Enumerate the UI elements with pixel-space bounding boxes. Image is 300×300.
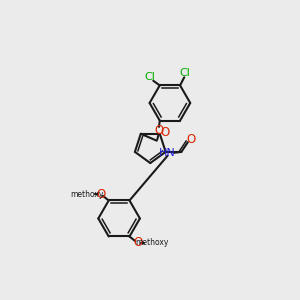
Text: O: O bbox=[154, 124, 163, 137]
Text: methoxy: methoxy bbox=[70, 190, 104, 199]
Text: Cl: Cl bbox=[144, 72, 155, 82]
Text: Cl: Cl bbox=[180, 68, 190, 78]
Text: O: O bbox=[133, 236, 142, 250]
Text: methoxy: methoxy bbox=[135, 238, 168, 247]
Text: O: O bbox=[186, 133, 195, 146]
Text: O: O bbox=[96, 188, 105, 200]
Text: O: O bbox=[160, 126, 170, 139]
Text: HN: HN bbox=[159, 148, 176, 158]
